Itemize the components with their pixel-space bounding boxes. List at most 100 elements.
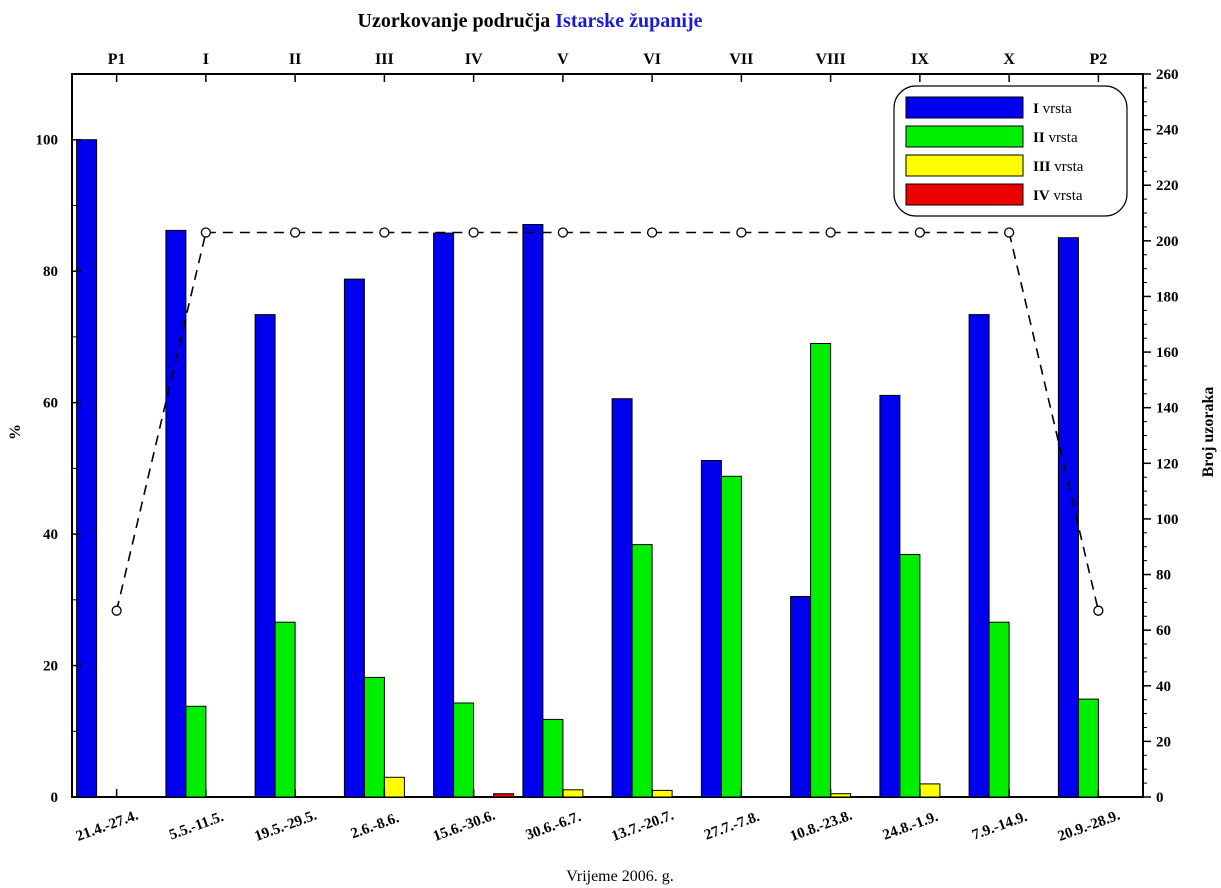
bottom-category-label: 2.6.-8.6. xyxy=(349,810,402,842)
bar-series-I xyxy=(522,224,544,798)
bottom-category-label: 19.5.-29.5. xyxy=(252,808,319,845)
right-tick-label: 0 xyxy=(1156,790,1164,806)
right-tick-label: 160 xyxy=(1156,345,1179,361)
line-segment xyxy=(115,232,207,611)
bar-series-II xyxy=(542,718,564,798)
top-category-label: VII xyxy=(729,51,753,68)
left-tick-label: 0 xyxy=(51,790,59,806)
top-category-label: P1 xyxy=(108,51,126,68)
bar-series-I xyxy=(968,314,990,798)
bar-series-I xyxy=(879,394,901,798)
bar-series-I xyxy=(611,398,633,798)
top-category-label: III xyxy=(375,51,394,68)
bar-series-III xyxy=(830,793,852,798)
bar-series-II xyxy=(988,621,1010,798)
right-tick-label: 100 xyxy=(1156,512,1179,528)
bar-series-I xyxy=(165,229,187,798)
bar-series-III xyxy=(919,783,941,798)
bar-series-III xyxy=(651,789,673,798)
line-point xyxy=(111,605,122,616)
legend: I vrsta II vrsta III vrsta IV vrsta xyxy=(893,85,1128,217)
bar-series-II xyxy=(899,554,921,798)
line-segment xyxy=(1008,232,1100,611)
right-tick-label: 40 xyxy=(1156,679,1171,695)
bar-series-I xyxy=(343,278,365,798)
y-axis-left-label: % xyxy=(7,424,24,440)
chart-title: Uzorkovanje područja Istarske županije xyxy=(358,10,703,32)
right-tick-label: 120 xyxy=(1156,456,1179,472)
left-tick-label: 60 xyxy=(43,396,58,412)
legend-swatch-I xyxy=(905,96,1024,119)
line-point xyxy=(1003,227,1015,238)
line-point xyxy=(914,227,926,238)
x-axis-label: Vrijeme 2006. g. xyxy=(566,868,673,885)
legend-swatch-IV xyxy=(905,183,1024,206)
right-tick-label: 80 xyxy=(1156,568,1171,584)
bar-series-I xyxy=(433,232,455,798)
right-tick-label: 140 xyxy=(1156,401,1179,417)
bottom-category-label: 15.6.-30.6. xyxy=(431,808,498,845)
line-point xyxy=(557,227,569,238)
bottom-category-label: 27.7.-7.8. xyxy=(702,809,762,844)
bottom-category-label: 20.9.-28.9. xyxy=(1056,808,1123,845)
legend-swatch-II xyxy=(905,125,1024,148)
right-tick-label: 60 xyxy=(1156,623,1171,639)
bar-series-I xyxy=(790,596,812,798)
bottom-category-label: 21.4.-27.4. xyxy=(74,808,141,845)
bottom-category-label: 7.9.-14.9. xyxy=(970,809,1030,844)
bottom-category-label: 5.5.-11.5. xyxy=(167,809,226,844)
legend-label-I: I vrsta xyxy=(1033,101,1072,117)
right-tick-label: 220 xyxy=(1156,178,1179,194)
y-axis-right-label: Broj uzoraka xyxy=(1200,387,1217,478)
legend-label-IV: IV vrsta xyxy=(1033,188,1083,204)
line-point xyxy=(200,227,212,238)
top-category-label: II xyxy=(289,51,301,68)
bars xyxy=(76,139,1099,798)
top-category-label: VI xyxy=(643,51,661,68)
top-category-label: X xyxy=(1003,51,1015,68)
bar-series-II xyxy=(1077,698,1099,798)
bar-series-IV xyxy=(493,793,515,798)
legend-swatch-III xyxy=(905,154,1024,177)
left-tick-label: 20 xyxy=(43,659,58,675)
right-tick-label: 200 xyxy=(1156,234,1179,250)
right-tick-label: 240 xyxy=(1156,123,1179,139)
title-highlight: Istarske županije xyxy=(555,10,702,32)
top-category-label: V xyxy=(557,51,569,68)
bar-series-II xyxy=(274,621,296,798)
left-tick-label: 40 xyxy=(43,527,58,543)
line-point xyxy=(468,227,479,238)
bar-series-II xyxy=(720,475,742,798)
bottom-category-label: 13.7.-20.7. xyxy=(609,808,676,845)
top-category-label: VIII xyxy=(816,51,846,68)
bar-series-III xyxy=(562,789,584,798)
bar-series-I xyxy=(1057,237,1079,798)
top-category-label: P2 xyxy=(1089,51,1107,68)
line-point xyxy=(646,227,658,238)
right-tick-label: 20 xyxy=(1156,734,1171,750)
bottom-category-label: 30.6.-6.7. xyxy=(524,809,584,844)
line-point xyxy=(736,227,747,238)
top-category-label: IV xyxy=(465,51,483,68)
bar-series-I xyxy=(76,139,98,798)
left-tick-label: 80 xyxy=(43,264,58,280)
line-series xyxy=(111,227,1104,616)
bottom-category-label: 10.8.-23.8. xyxy=(788,808,855,845)
top-category-label: IX xyxy=(911,51,929,68)
left-tick-label: 100 xyxy=(36,133,59,149)
bar-series-II xyxy=(810,343,832,798)
bar-series-II xyxy=(363,676,385,798)
legend-label-II: II vrsta xyxy=(1033,130,1078,146)
line-point xyxy=(379,227,390,238)
legend-label-III: III vrsta xyxy=(1033,159,1084,175)
right-tick-label: 180 xyxy=(1156,289,1179,305)
bar-series-II xyxy=(453,702,475,798)
right-tick-label: 260 xyxy=(1156,67,1179,83)
line-point xyxy=(1093,605,1104,616)
bar-series-II xyxy=(631,544,653,798)
line-point xyxy=(289,227,301,238)
bar-series-II xyxy=(185,705,207,798)
bar-series-I xyxy=(700,460,722,798)
top-category-label: I xyxy=(203,51,209,68)
